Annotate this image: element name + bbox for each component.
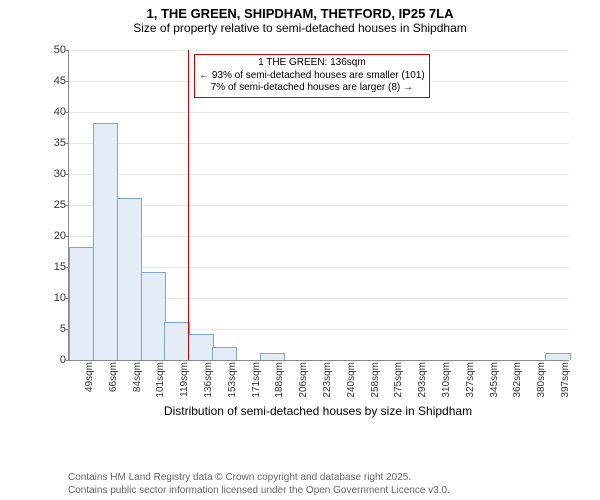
x-tick-label: 136sqm — [203, 362, 214, 398]
reference-line — [188, 50, 189, 360]
histogram-bar — [545, 353, 570, 360]
gridline — [69, 267, 569, 268]
y-tick-label: 35 — [46, 137, 66, 149]
annotation-line: 7% of semi-detached houses are larger (8… — [199, 82, 425, 95]
y-tick-label: 5 — [46, 323, 66, 335]
gridline — [69, 205, 569, 206]
y-tick-mark — [64, 329, 68, 330]
x-tick-label: 206sqm — [298, 362, 309, 398]
x-tick-label: 153sqm — [227, 362, 238, 398]
chart-subtitle: Size of property relative to semi-detach… — [0, 21, 600, 39]
y-tick-label: 20 — [46, 230, 66, 242]
histogram-bar — [260, 353, 285, 360]
annotation-line: ← 93% of semi-detached houses are smalle… — [199, 70, 425, 83]
x-tick-label: 119sqm — [179, 362, 190, 397]
x-axis-label: Distribution of semi-detached houses by … — [68, 404, 568, 418]
histogram-bar — [141, 272, 166, 360]
x-tick-label: 240sqm — [346, 362, 357, 398]
x-tick-label: 362sqm — [512, 362, 523, 398]
y-tick-mark — [64, 298, 68, 299]
gridline — [69, 143, 569, 144]
histogram-bar — [164, 322, 189, 360]
x-tick-label: 84sqm — [132, 362, 143, 392]
histogram-bar — [212, 347, 237, 360]
annotation-box: 1 THE GREEN: 136sqm← 93% of semi-detache… — [194, 54, 430, 98]
y-tick-label: 40 — [46, 106, 66, 118]
y-tick-label: 15 — [46, 261, 66, 273]
x-tick-label: 101sqm — [155, 362, 166, 398]
x-tick-label: 49sqm — [84, 362, 95, 392]
histogram-bar — [117, 198, 142, 360]
x-tick-label: 327sqm — [465, 362, 476, 398]
x-tick-label: 380sqm — [536, 362, 547, 398]
x-tick-label: 188sqm — [274, 362, 285, 398]
y-tick-label: 30 — [46, 168, 66, 180]
y-tick-label: 10 — [46, 292, 66, 304]
y-tick-label: 45 — [46, 75, 66, 87]
y-tick-mark — [64, 360, 68, 361]
histogram-bar — [188, 334, 213, 360]
x-tick-label: 293sqm — [417, 362, 428, 398]
annotation-line: 1 THE GREEN: 136sqm — [199, 57, 425, 70]
footer-attribution: Contains HM Land Registry data © Crown c… — [68, 472, 450, 497]
footer-line-2: Contains public sector information licen… — [68, 485, 450, 498]
plot-area: 1 THE GREEN: 136sqm← 93% of semi-detache… — [68, 50, 569, 361]
y-axis-label-wrap: Number of semi-detached properties — [12, 42, 26, 352]
y-tick-mark — [64, 50, 68, 51]
histogram-bar — [69, 247, 94, 360]
y-tick-mark — [64, 174, 68, 175]
y-tick-mark — [64, 112, 68, 113]
x-tick-label: 258sqm — [370, 362, 381, 398]
chart-area: 1 THE GREEN: 136sqm← 93% of semi-detache… — [48, 42, 578, 412]
chart-title: 1, THE GREEN, SHIPDHAM, THETFORD, IP25 7… — [0, 0, 600, 21]
y-tick-label: 0 — [46, 354, 66, 366]
gridline — [69, 112, 569, 113]
x-tick-label: 310sqm — [441, 362, 452, 398]
x-tick-label: 345sqm — [489, 362, 500, 398]
gridline — [69, 236, 569, 237]
x-tick-label: 223sqm — [322, 362, 333, 398]
y-tick-mark — [64, 143, 68, 144]
histogram-bar — [93, 123, 118, 360]
gridline — [69, 174, 569, 175]
x-tick-label: 66sqm — [108, 362, 119, 392]
x-tick-label: 397sqm — [560, 362, 571, 398]
x-tick-label: 275sqm — [393, 362, 404, 398]
y-tick-mark — [64, 267, 68, 268]
x-tick-label: 171sqm — [251, 362, 262, 398]
y-tick-mark — [64, 205, 68, 206]
gridline — [69, 50, 569, 51]
y-tick-mark — [64, 236, 68, 237]
y-tick-mark — [64, 81, 68, 82]
footer-line-1: Contains HM Land Registry data © Crown c… — [68, 472, 450, 485]
y-tick-label: 50 — [46, 44, 66, 56]
y-tick-label: 25 — [46, 199, 66, 211]
